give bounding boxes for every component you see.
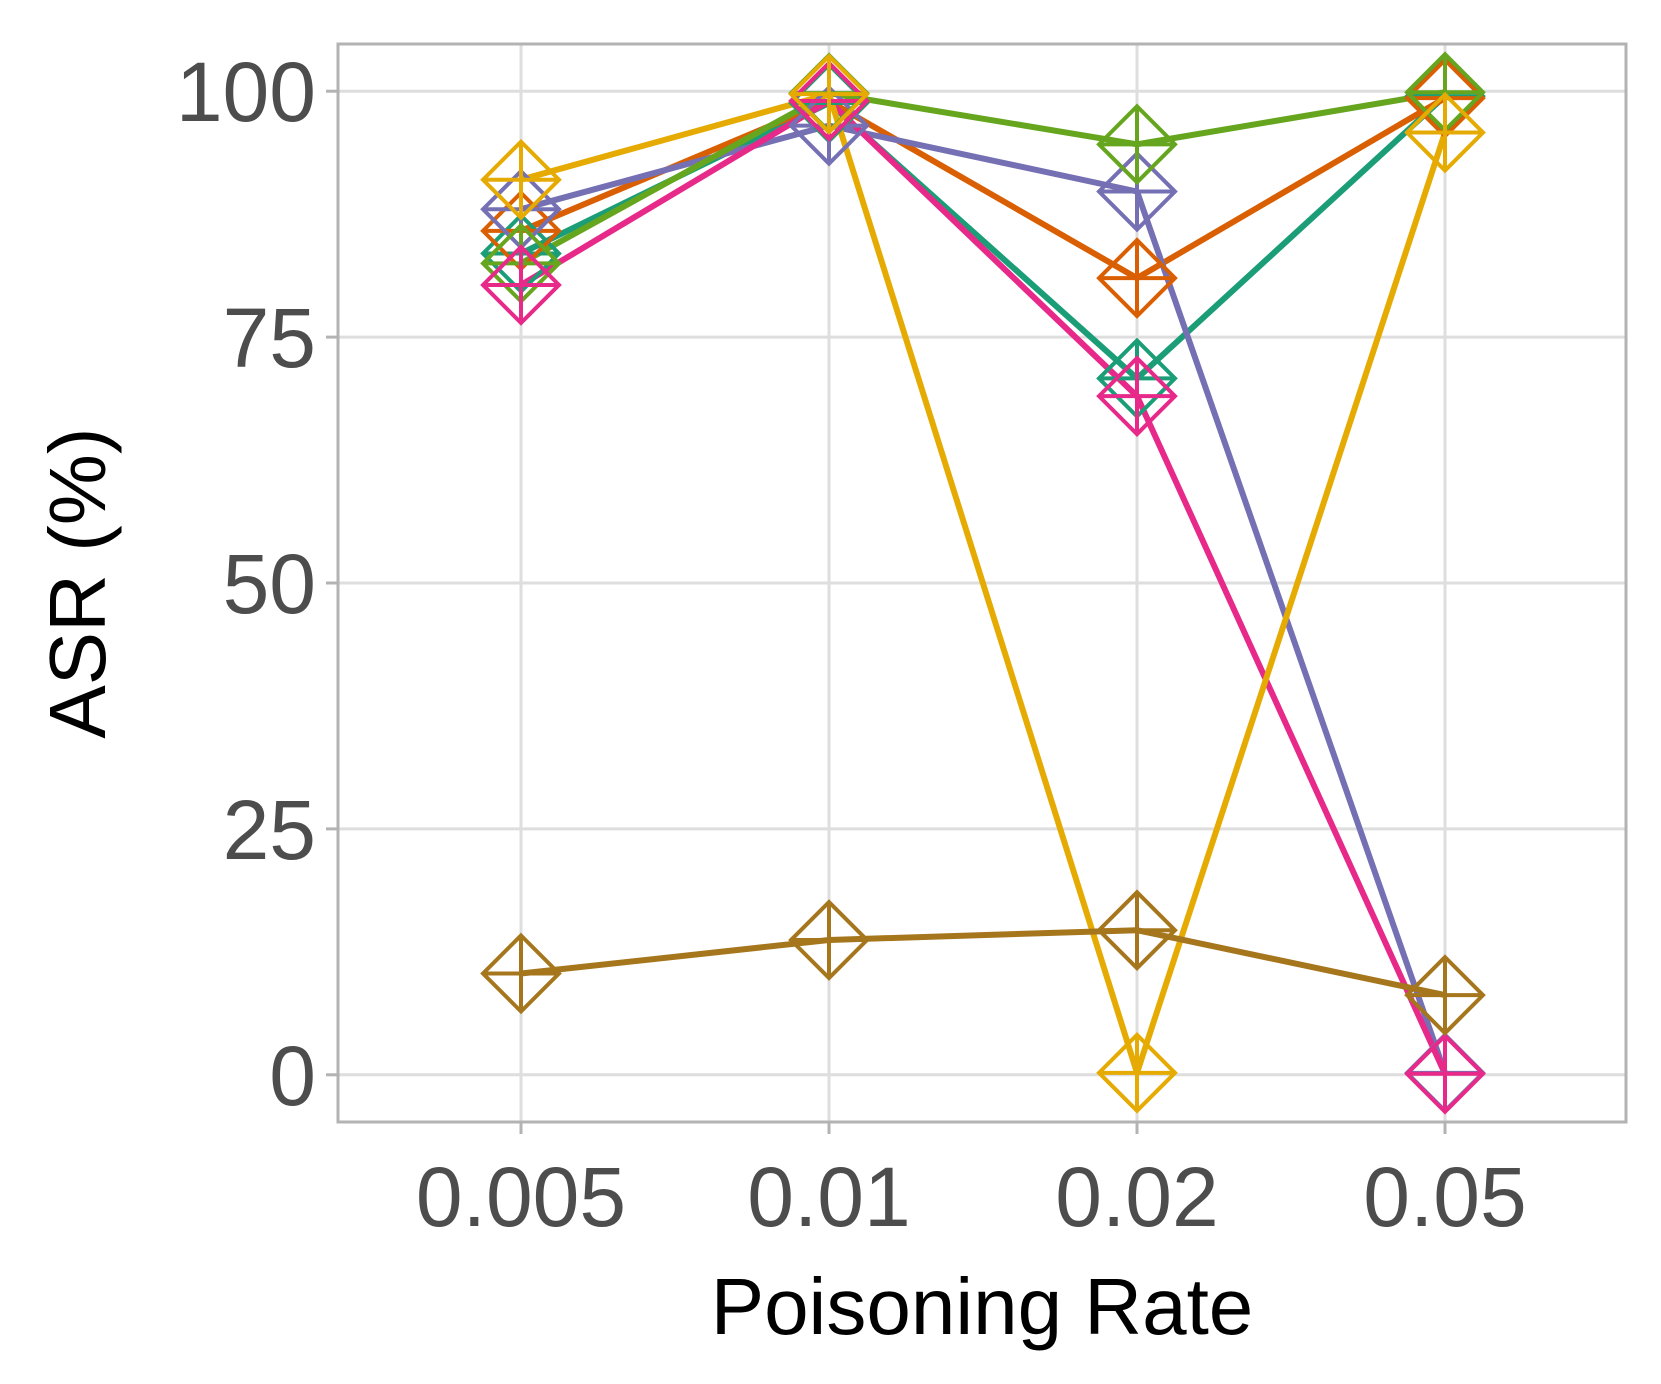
- series-green-point: [1096, 103, 1178, 186]
- series-pink-point: [1096, 355, 1178, 437]
- marker-layer: [480, 51, 1486, 1115]
- series-pink-line: [519, 98, 1448, 1076]
- series-brown-point: [1404, 954, 1486, 1036]
- x-axis-title: Poisoning Rate: [711, 1262, 1254, 1351]
- series-orange-point: [1096, 237, 1178, 319]
- series-brown-point: [788, 899, 870, 981]
- y-axis-ticks: 0 25 50 75 100: [176, 45, 338, 1123]
- series-yellow-point: [788, 53, 870, 135]
- series-brown-point: [480, 932, 562, 1015]
- series-yellow-point: [1404, 91, 1486, 174]
- y-axis-title: ASR (%): [33, 427, 122, 738]
- series-purple-line: [520, 122, 1448, 1074]
- y-tick-label: 50: [223, 537, 316, 631]
- series-layer: [519, 89, 1448, 1076]
- series-yellow-point: [1096, 1031, 1178, 1114]
- x-tick-label: 0.02: [1055, 1150, 1219, 1244]
- x-tick-label: 0.005: [416, 1150, 626, 1244]
- y-tick-label: 25: [223, 783, 316, 877]
- x-tick-label: 0.01: [747, 1150, 911, 1244]
- y-tick-label: 75: [223, 291, 316, 385]
- series-yellow-line: [520, 91, 1448, 1076]
- x-axis-ticks: 0.005 0.01 0.02 0.05: [416, 1122, 1527, 1244]
- series-brown-line: [520, 927, 1446, 999]
- series-green-line: [519, 89, 1446, 266]
- series-pink-point: [480, 244, 562, 326]
- x-tick-label: 0.05: [1363, 1150, 1527, 1244]
- y-tick-label: 100: [176, 45, 316, 139]
- series-pink-point: [1404, 1032, 1486, 1115]
- series-yellow-point: [480, 138, 562, 221]
- y-tick-label: 0: [269, 1029, 316, 1123]
- series-brown-point: [1096, 889, 1178, 972]
